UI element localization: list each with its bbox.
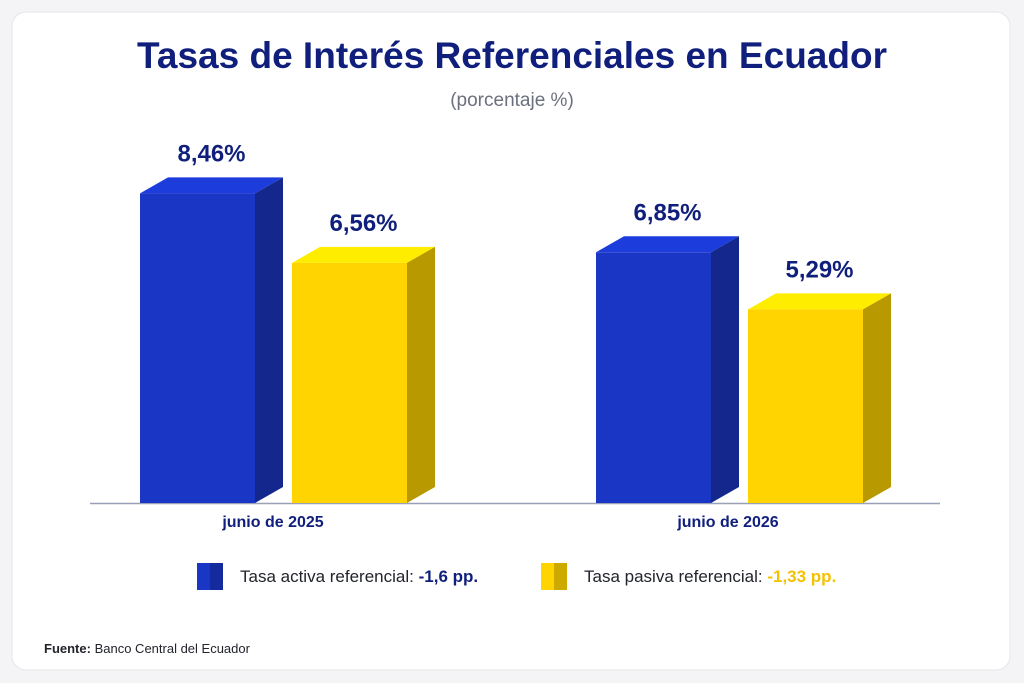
legend-name: Tasa pasiva referencial: [584, 567, 763, 586]
card [11, 11, 1011, 671]
value-label: 6,56% [329, 210, 397, 237]
bar-top [596, 236, 739, 253]
legend-swatch-shade [554, 563, 567, 590]
legend-entry: Tasa activa referencial: -1,6 pp. [240, 567, 478, 586]
value-label: 6,85% [633, 200, 701, 227]
legend-change: -1,33 pp. [767, 567, 836, 586]
bar-top [292, 246, 435, 263]
bar-side [863, 293, 891, 503]
bar-top [140, 177, 283, 194]
legend-name: Tasa activa referencial: [240, 567, 414, 586]
legend-entry: Tasa pasiva referencial: -1,33 pp. [584, 567, 836, 586]
bar [596, 252, 711, 503]
bar-side [407, 246, 435, 504]
source: Fuente: Banco Central del Ecuador [44, 641, 251, 656]
x-tick-label: junio de 2026 [676, 514, 778, 531]
chart-subtitle: (porcentaje %) [450, 90, 574, 111]
bar [140, 193, 255, 503]
bar-side [255, 177, 283, 503]
value-label: 5,29% [785, 257, 853, 284]
legend-swatch-shade [210, 563, 223, 590]
source-text: Banco Central del Ecuador [95, 641, 251, 656]
legend-change: -1,6 pp. [419, 567, 479, 586]
x-tick-label: junio de 2025 [221, 514, 323, 531]
value-label: 8,46% [177, 141, 245, 168]
bar-side [711, 236, 739, 504]
bar-top [748, 293, 891, 310]
source-label: Fuente: [44, 641, 91, 656]
bar [292, 262, 407, 503]
chart-title: Tasas de Interés Referenciales en Ecuado… [137, 35, 887, 76]
bar [748, 309, 863, 503]
